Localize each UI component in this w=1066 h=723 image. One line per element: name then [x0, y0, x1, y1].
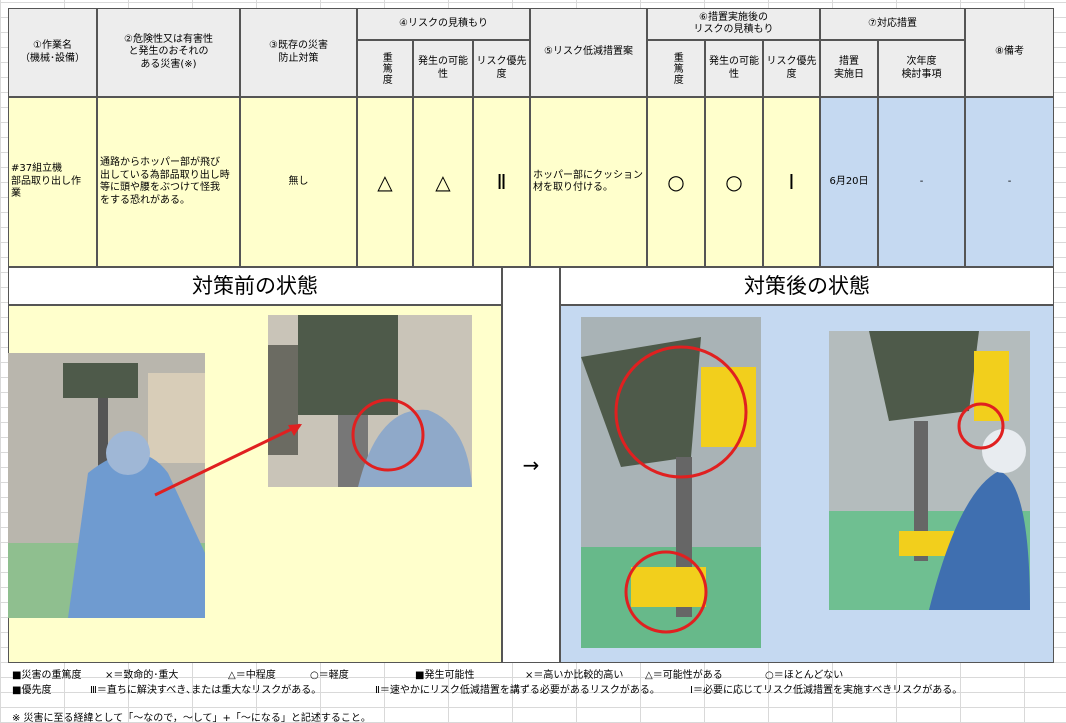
header-cell: ⑥措置実施後の リスクの見積もり	[647, 8, 820, 40]
text: 対策前の状態	[192, 273, 318, 298]
legend-text: ■発生可能性	[415, 670, 475, 681]
text-line: ⑥措置実施後の	[699, 11, 768, 23]
data-cell: ホッパー部にクッション 材を取り付ける。	[530, 97, 647, 267]
text: ⑤リスク低減措置案	[544, 46, 633, 58]
text: 重篤度	[380, 52, 392, 85]
header-cell: ⑤リスク低減措置案	[530, 8, 647, 97]
text: ○	[725, 169, 743, 194]
header-cell: ⑦対応措置	[820, 8, 965, 40]
text-line: 材を取り付ける。	[533, 182, 613, 193]
text: 無し	[288, 175, 309, 187]
data-cell: -	[878, 97, 965, 267]
pointer-arrow	[154, 423, 302, 497]
section-title: 対策後の状態	[560, 267, 1054, 305]
text: ④リスクの見積もり	[399, 17, 488, 29]
footnote: ※ 災害に至る経緯として「～なので，～して」+「～になる」と記述すること。	[12, 713, 371, 723]
legend-text: ×＝高いか比較的高い	[525, 670, 624, 681]
legend-text: ○＝軽度	[310, 670, 349, 681]
text-line: 等に頭や腰をぶつけて怪我	[100, 182, 220, 193]
data-cell: -	[965, 97, 1054, 267]
data-cell: △	[413, 97, 473, 267]
data-cell: 無し	[240, 97, 357, 267]
data-cell: Ⅱ	[473, 97, 530, 267]
text-line: ①作業名	[33, 40, 72, 51]
text-line: 防止対策	[278, 52, 319, 64]
text-line: 業	[11, 188, 21, 200]
legend-text: Ⅰ＝必要に応じてリスク低減措置を実施すべきリスクがある。	[690, 685, 963, 696]
legend-text: ■災害の重篤度	[12, 670, 82, 681]
text-line: ホッパー部にクッション	[533, 169, 643, 181]
text: リスク優先度	[766, 56, 817, 80]
data-cell: ○	[705, 97, 763, 267]
legend-text: Ⅱ＝速やかにリスク低減措置を講ずる必要があるリスクがある。	[375, 685, 660, 696]
text-line: （機械･設備）	[20, 52, 85, 64]
data-cell: 通路からホッパー部が飛び 出している為部品取り出し時 等に頭や腰をぶつけて怪我 をする…	[97, 97, 240, 267]
data-cell: Ⅰ	[763, 97, 820, 267]
text-line: リスクの見積もり	[693, 24, 774, 35]
data-cell: ○	[647, 97, 705, 267]
text-line: ②危険性又は有害性	[124, 33, 213, 45]
text-line: をする恐れがある。	[100, 194, 190, 206]
text: △	[435, 169, 451, 194]
text: ⑦対応措置	[868, 17, 917, 29]
header-cell: ⑧備考	[965, 8, 1054, 97]
text-line: 部品取り出し作	[11, 175, 81, 187]
header-cell: リスク優先度	[763, 40, 820, 97]
photo-after-2	[829, 331, 1030, 610]
text-line: 次年度	[906, 56, 937, 67]
section-title: 対策前の状態	[8, 267, 502, 305]
text: ⑧備考	[995, 46, 1024, 58]
text: -	[919, 175, 924, 187]
header-cell: ②危険性又は有害性 と発生のおそれの ある災害(※)	[97, 8, 240, 97]
text: Ⅰ	[788, 169, 795, 194]
text-line: 出している為部品取り出し時	[100, 169, 230, 181]
data-cell: △	[357, 97, 413, 267]
legend-text: ■優先度	[12, 685, 52, 696]
text: 発生の可能性	[418, 56, 468, 80]
text-line: ③既存の災害	[269, 40, 328, 51]
legend-text: ○＝ほとんどない	[765, 670, 844, 681]
text-line: 通路からホッパー部が飛び	[100, 157, 220, 168]
header-cell: 発生の可能性	[413, 40, 473, 97]
header-cell: 重篤度	[647, 40, 705, 97]
text: リスク優先度	[476, 56, 527, 80]
header-cell: 重篤度	[357, 40, 413, 97]
photo-image	[829, 331, 1030, 610]
photo-image	[581, 317, 761, 648]
text: ○	[667, 169, 685, 194]
data-cell: 6月20日	[820, 97, 878, 267]
text: 対策後の状態	[744, 273, 870, 298]
text: -	[1007, 175, 1012, 187]
text: 発生の可能性	[709, 56, 759, 80]
text: Ⅱ	[496, 169, 507, 194]
legend-text: Ⅲ＝直ちに解決すべき､または重大なリスクがある。	[90, 685, 322, 696]
photo-before-2	[268, 315, 472, 487]
header-cell: リスク優先度	[473, 40, 530, 97]
text-line: 検討事項	[901, 68, 942, 80]
text-line: 実施日	[834, 68, 864, 80]
photo-image	[268, 315, 472, 487]
legend-text: ×＝致命的･重大	[105, 670, 179, 681]
text-line: #37組立機	[11, 163, 63, 175]
data-cell: #37組立機 部品取り出し作業	[8, 97, 97, 267]
header-cell: ①作業名 （機械･設備）	[8, 8, 97, 97]
legend-text: △＝可能性がある	[645, 670, 723, 681]
photo-after-1	[581, 317, 761, 648]
text: △	[377, 169, 393, 194]
text: →	[522, 452, 540, 477]
arrow-cell: →	[502, 267, 560, 663]
text: 6月20日	[829, 175, 869, 187]
header-cell: 措置 実施日	[820, 40, 878, 97]
legend-text: △＝中程度	[228, 670, 276, 681]
text-line: と発生のおそれの	[128, 46, 209, 58]
text-line: 措置	[839, 56, 859, 67]
header-cell: 発生の可能性	[705, 40, 763, 97]
header-cell: 次年度 検討事項	[878, 40, 965, 97]
header-cell: ③既存の災害 防止対策	[240, 8, 357, 97]
header-cell: ④リスクの見積もり	[357, 8, 530, 40]
text-line: ある災害(※)	[140, 58, 197, 70]
text: 重篤度	[671, 52, 683, 85]
